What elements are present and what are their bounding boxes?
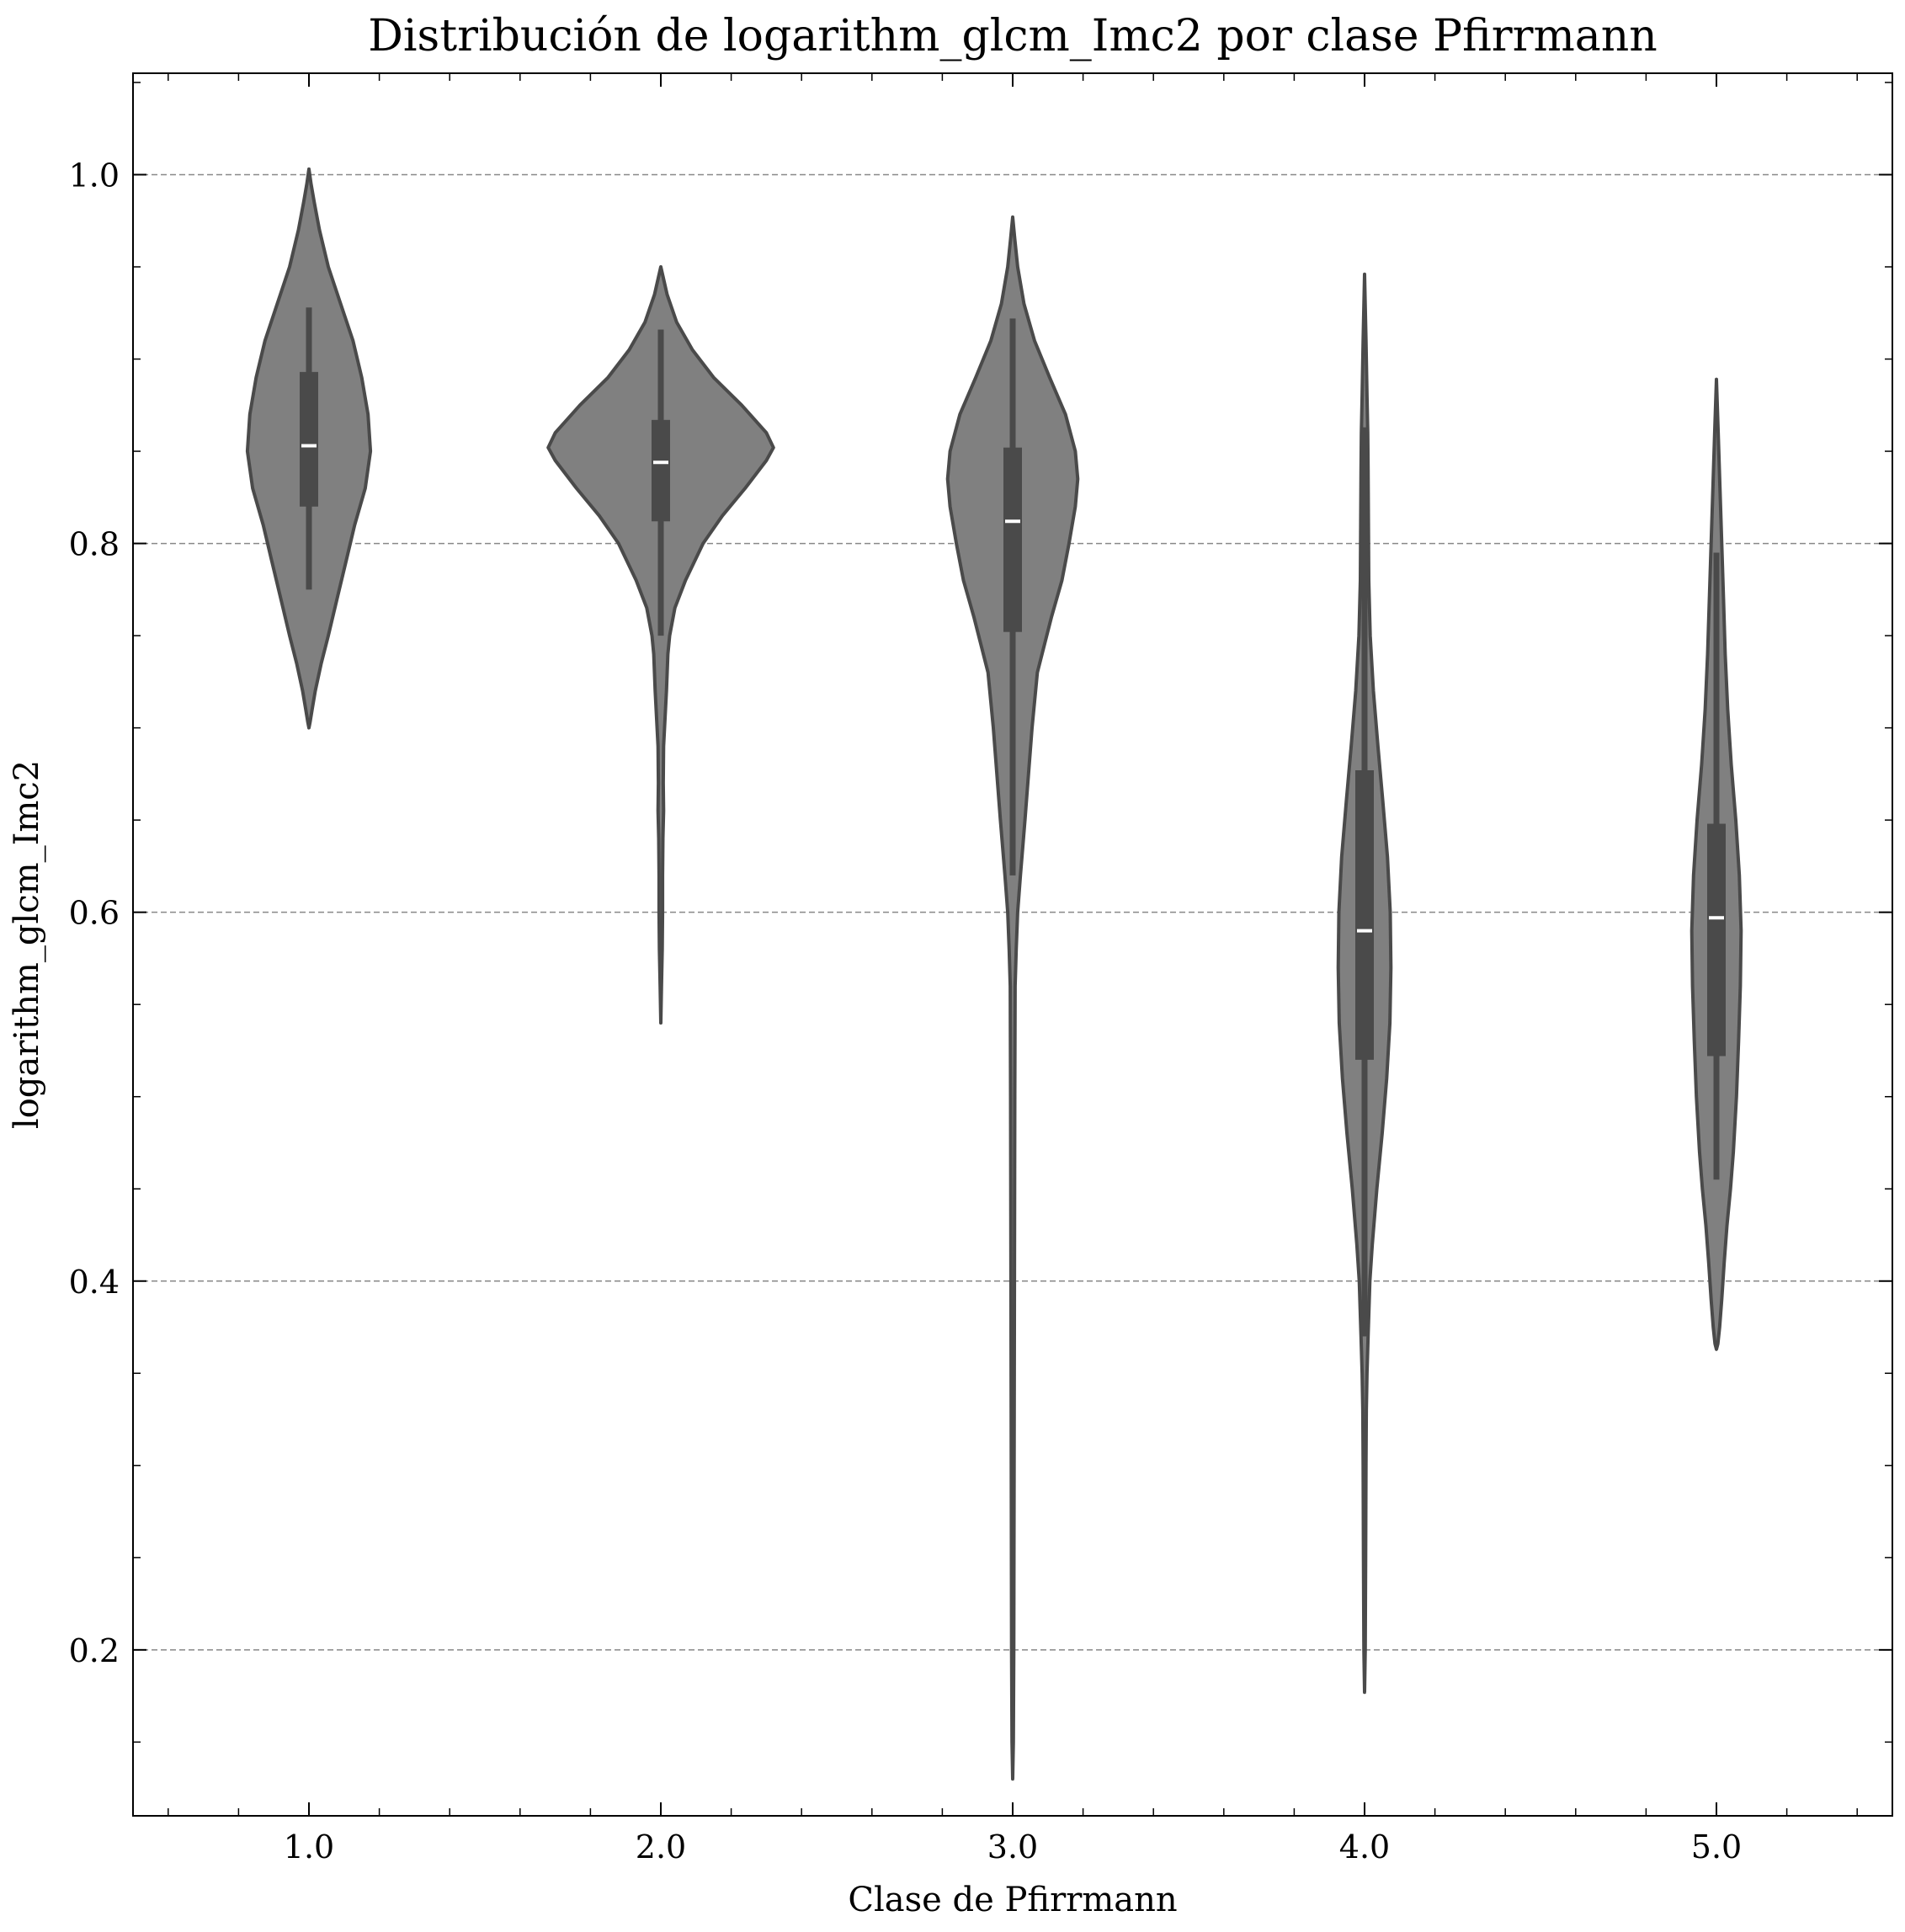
- x-tick-label: 5.0: [1691, 1828, 1742, 1865]
- chart-title: Distribución de logarithm_glcm_Imc2 por …: [368, 11, 1658, 61]
- axis-ticks: [133, 73, 1892, 1816]
- x-tick-label: 4.0: [1339, 1828, 1390, 1865]
- x-tick-label: 3.0: [987, 1828, 1038, 1865]
- violin-body: [945, 215, 1080, 1781]
- y-tick-label: 0.2: [69, 1632, 120, 1669]
- violin-iqr-box: [652, 419, 670, 522]
- violin-iqr-box: [300, 371, 318, 507]
- y-tick-label: 0.8: [69, 526, 120, 563]
- y-tick-label: 1.0: [69, 157, 120, 194]
- tick-labels: 0.2 0.4 0.6 0.8 1.0 1.0 2.0 3.0 4.0 5.0: [69, 157, 1743, 1865]
- y-tick-label: 0.4: [69, 1264, 120, 1301]
- violins: [245, 167, 1743, 1781]
- y-tick-label: 0.6: [69, 895, 120, 932]
- x-axis-label: Clase de Pfirrmann: [848, 1881, 1177, 1919]
- violin-body: [546, 265, 775, 1025]
- violin-iqr-box: [1707, 823, 1726, 1056]
- plot-frame: [132, 72, 1893, 1817]
- x-tick-label: 1.0: [284, 1828, 334, 1865]
- x-tick-label: 2.0: [636, 1828, 686, 1865]
- violin-iqr-box: [1003, 447, 1022, 632]
- y-axis-label: logarithm_glcm_Imc2: [8, 760, 46, 1129]
- violin-iqr-box: [1355, 770, 1374, 1060]
